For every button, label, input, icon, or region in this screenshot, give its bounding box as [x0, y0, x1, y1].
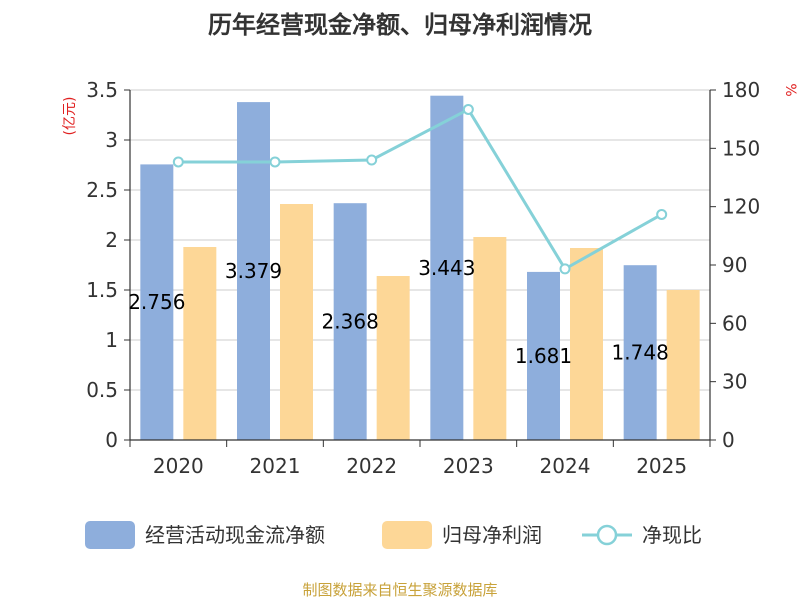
legend-swatch-ratio-marker	[598, 526, 616, 544]
right-axis-tick-label: 60	[722, 311, 747, 335]
bar-net-profit	[183, 247, 216, 440]
ratio-point	[561, 264, 570, 273]
legend-swatch-net-profit	[382, 521, 432, 549]
left-axis-tick-label: 3	[105, 128, 118, 152]
left-axis-tick-label: 0	[105, 428, 118, 452]
bar-data-label: 1.681	[515, 344, 572, 368]
ratio-point	[657, 210, 666, 219]
chart-title: 历年经营现金净额、归母净利润情况	[208, 11, 592, 39]
source-note: 制图数据来自恒生聚源数据库	[302, 581, 497, 599]
legend-label-net-profit: 归母净利润	[442, 523, 542, 547]
legend-label-operating-cashflow: 经营活动现金流净额	[145, 523, 325, 547]
bar-data-label: 1.748	[612, 341, 669, 365]
right-axis-tick-label: 30	[722, 370, 747, 394]
right-axis-tick-label: 180	[722, 78, 760, 102]
bar-data-label: 2.368	[322, 310, 379, 334]
bar-data-label: 3.443	[418, 256, 475, 280]
left-axis-tick-label: 3.5	[86, 78, 118, 102]
chart: 历年经营现金净额、归母净利润情况 (亿元) % 0 0.5 1 1.5 2 2.5 3 3.5…	[0, 0, 800, 600]
right-axis-tick-label: 90	[722, 253, 747, 277]
left-axis-tick-label: 2	[105, 228, 118, 252]
bar-net-profit	[570, 248, 603, 440]
x-axis-tick-label: 2022	[346, 454, 397, 478]
right-axis-unit: %	[782, 83, 798, 96]
ratio-point	[464, 105, 473, 114]
bar-net-profit	[667, 290, 700, 440]
bar-net-profit	[473, 237, 506, 440]
x-axis-tick-label: 2023	[443, 454, 494, 478]
bar-net-profit	[280, 204, 313, 440]
left-axis-tick-label: 1	[105, 328, 118, 352]
bar-data-label: 3.379	[225, 259, 282, 283]
left-axis-tick-label: 0.5	[86, 378, 118, 402]
bar-net-profit	[377, 276, 410, 440]
x-axis-tick-label: 2020	[153, 454, 204, 478]
bar-data-label: 2.756	[128, 290, 185, 314]
legend-label-ratio: 净现比	[642, 523, 702, 547]
x-axis-tick-label: 2024	[540, 454, 591, 478]
right-axis-tick-label: 0	[722, 428, 735, 452]
x-axis-tick-label: 2021	[250, 454, 301, 478]
right-axis-tick-label: 120	[722, 195, 760, 219]
left-axis-tick-label: 1.5	[86, 278, 118, 302]
left-axis-unit: (亿元)	[62, 97, 78, 136]
ratio-point	[367, 156, 376, 165]
ratio-point	[174, 157, 183, 166]
left-axis-tick-label: 2.5	[86, 178, 118, 202]
legend-swatch-operating-cashflow	[85, 521, 135, 549]
right-axis-tick-label: 150	[722, 136, 760, 160]
x-axis-tick-label: 2025	[636, 454, 687, 478]
ratio-point	[271, 157, 280, 166]
